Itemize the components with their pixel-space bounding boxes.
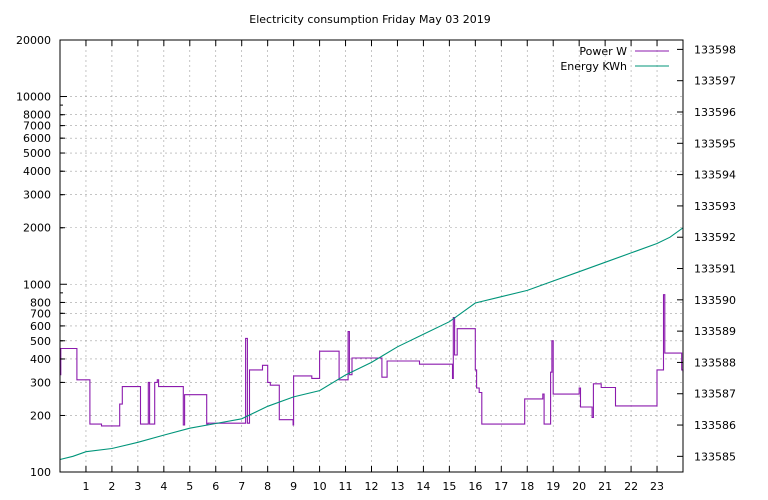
- ticks: 1 2 3 4 5 6 7 8 9 10 11 12 13 14 15 16 17 18 19 20 21 22 23100…: [16, 34, 736, 493]
- x-tick-label: 9: [290, 480, 297, 493]
- x-tick-label: 19: [546, 480, 560, 493]
- y2-tick-label: 133589: [694, 325, 736, 338]
- y2-tick-label: 133585: [694, 450, 736, 463]
- y2-tick-label: 133587: [694, 388, 736, 401]
- y2-tick-label: 133588: [694, 356, 736, 369]
- x-tick-label: 16: [468, 480, 482, 493]
- y2-tick-label: 133586: [694, 419, 736, 432]
- x-tick-label: 23: [650, 480, 664, 493]
- y-tick-label: 20000: [16, 34, 51, 47]
- legend-label: Energy KWh: [560, 60, 627, 73]
- y-tick-label: 200: [30, 409, 51, 422]
- y-tick-label: 7000: [23, 120, 51, 133]
- x-tick-label: 1: [82, 480, 89, 493]
- y2-tick-label: 133598: [694, 43, 736, 56]
- chart-title: Electricity consumption Friday May 03 20…: [249, 13, 490, 26]
- x-tick-label: 18: [520, 480, 534, 493]
- y2-tick-label: 133590: [694, 294, 736, 307]
- y-tick-label: 400: [30, 353, 51, 366]
- x-tick-label: 22: [624, 480, 638, 493]
- y-tick-label: 3000: [23, 189, 51, 202]
- y-tick-label: 800: [30, 296, 51, 309]
- energy-series-line: [59, 227, 684, 461]
- x-tick-label: 7: [238, 480, 245, 493]
- x-tick-label: 14: [416, 480, 430, 493]
- y2-tick-label: 133595: [694, 137, 736, 150]
- x-tick-label: 10: [313, 480, 327, 493]
- y-tick-label: 2000: [23, 222, 51, 235]
- x-tick-label: 13: [390, 480, 404, 493]
- x-tick-label: 6: [212, 480, 219, 493]
- y2-tick-label: 133596: [694, 106, 736, 119]
- series-layer: [59, 227, 684, 461]
- y-tick-label: 10000: [16, 91, 51, 104]
- legend-label: Power W: [579, 45, 627, 58]
- x-tick-label: 2: [108, 480, 115, 493]
- y2-tick-label: 133594: [694, 169, 736, 182]
- x-tick-label: 11: [339, 480, 353, 493]
- y-tick-label: 100: [30, 466, 51, 479]
- y-tick-label: 1000: [23, 278, 51, 291]
- x-tick-label: 20: [572, 480, 586, 493]
- y-tick-label: 6000: [23, 132, 51, 145]
- y-tick-label: 700: [30, 307, 51, 320]
- legend: Power W Energy KWh: [560, 45, 669, 73]
- x-tick-label: 3: [134, 480, 141, 493]
- y-tick-label: 600: [30, 320, 51, 333]
- x-tick-label: 21: [598, 480, 612, 493]
- y-tick-label: 500: [30, 335, 51, 348]
- x-tick-label: 12: [365, 480, 379, 493]
- y2-tick-label: 133592: [694, 231, 736, 244]
- y-tick-label: 8000: [23, 109, 51, 122]
- y-tick-label: 300: [30, 376, 51, 389]
- x-tick-label: 5: [186, 480, 193, 493]
- y2-tick-label: 133597: [694, 75, 736, 88]
- x-tick-label: 17: [494, 480, 508, 493]
- x-tick-label: 15: [442, 480, 456, 493]
- y2-tick-label: 133593: [694, 200, 736, 213]
- y2-tick-label: 133591: [694, 263, 736, 276]
- y-tick-label: 4000: [23, 165, 51, 178]
- x-tick-label: 8: [264, 480, 271, 493]
- y-tick-label: 5000: [23, 147, 51, 160]
- x-tick-label: 4: [160, 480, 167, 493]
- power-series-line: [60, 294, 684, 427]
